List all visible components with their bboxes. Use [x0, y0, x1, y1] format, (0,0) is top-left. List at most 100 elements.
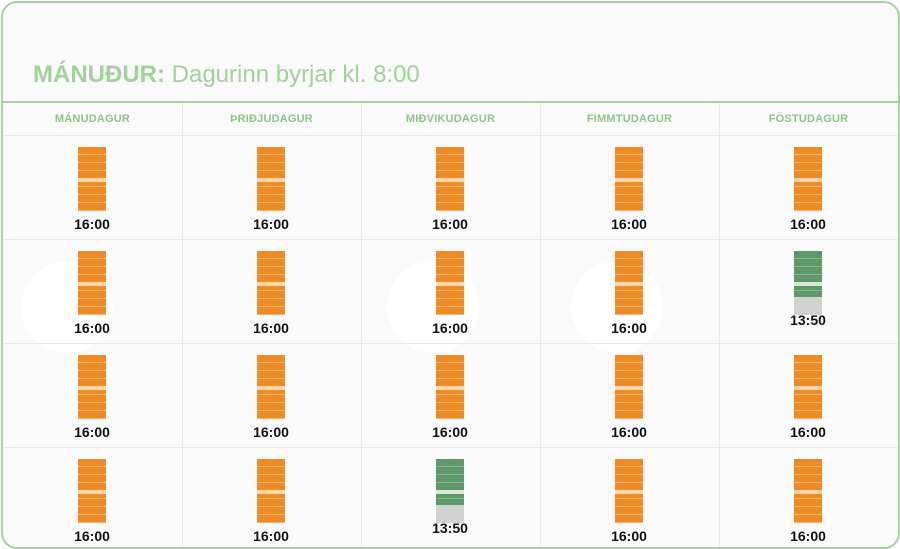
day-cell-week3-monday[interactable]: 16:00	[3, 344, 181, 448]
end-time-label: 16:00	[253, 216, 289, 232]
day-cell-week1-thursday[interactable]: 16:00	[540, 136, 718, 240]
end-time-label: 16:00	[611, 424, 647, 440]
row-divider	[3, 343, 898, 344]
end-time-label: 13:50	[432, 520, 468, 536]
day-cell-week3-thursday[interactable]: 16:00	[540, 344, 718, 448]
day-bar-marker	[615, 386, 643, 390]
day-cell-week4-friday[interactable]: 16:00	[719, 448, 897, 547]
day-bar-marker	[78, 386, 106, 390]
column-divider	[361, 103, 362, 547]
day-start-text: Dagurinn byrjar kl. 8:00	[164, 61, 420, 88]
day-bar-marker	[615, 490, 643, 494]
day-bar-full	[436, 147, 464, 211]
day-bar-partial	[436, 459, 464, 523]
end-time-label: 16:00	[74, 320, 110, 336]
day-bar-marker	[794, 282, 822, 286]
day-bar-full	[794, 459, 822, 523]
day-cell-week1-friday[interactable]: 16:00	[719, 136, 897, 240]
day-bar-full	[257, 459, 285, 523]
end-time-label: 16:00	[253, 528, 289, 544]
day-bar-full	[615, 251, 643, 315]
day-bar-filled-portion	[436, 459, 464, 505]
end-time-label: 16:00	[790, 528, 826, 544]
day-cell-week2-wednesday[interactable]: 16:00	[361, 240, 539, 344]
end-time-label: 16:00	[611, 320, 647, 336]
day-bar-marker	[257, 490, 285, 494]
day-header-monday: MÁNUDAGUR	[54, 113, 131, 125]
schedule-table: MÁNUDAGUR ÞRIÐJUDAGUR MIÐVIKUDAGUR FIMMT…	[3, 103, 898, 547]
day-cell-week4-tuesday[interactable]: 16:00	[182, 448, 360, 547]
day-cell-week3-wednesday[interactable]: 16:00	[361, 344, 539, 448]
day-bar-marker	[794, 386, 822, 390]
day-bar-marker	[615, 178, 643, 182]
day-header-friday: FÖSTUDAGUR	[768, 113, 849, 125]
day-cell-week2-friday[interactable]: 13:50	[719, 240, 897, 344]
day-bar-full	[436, 251, 464, 315]
end-time-label: 16:00	[790, 216, 826, 232]
day-cell-week4-wednesday[interactable]: 13:50	[361, 448, 539, 547]
day-bar-full	[257, 251, 285, 315]
end-time-label: 16:00	[611, 216, 647, 232]
day-bar-marker	[257, 282, 285, 286]
day-bar-filled-portion	[794, 251, 822, 297]
day-bar-marker	[794, 178, 822, 182]
day-cell-week2-tuesday[interactable]: 16:00	[182, 240, 360, 344]
end-time-label: 16:00	[74, 216, 110, 232]
end-time-label: 16:00	[790, 424, 826, 440]
day-bar-full	[257, 147, 285, 211]
day-bar-full	[78, 459, 106, 523]
day-bar-marker	[78, 282, 106, 286]
day-cell-week2-thursday[interactable]: 16:00	[540, 240, 718, 344]
day-bar-marker	[436, 178, 464, 182]
day-bar-marker	[257, 178, 285, 182]
day-bar-full	[78, 355, 106, 419]
row-divider	[3, 135, 898, 136]
day-bar-full	[794, 147, 822, 211]
day-bar-full	[615, 459, 643, 523]
page-title: MÁNUÐUR: Dagurinn byrjar kl. 8:00	[33, 61, 420, 89]
end-time-label: 16:00	[432, 320, 468, 336]
row-divider	[3, 239, 898, 240]
day-bar-full	[794, 355, 822, 419]
day-header-wednesday: MIÐVIKUDAGUR	[405, 113, 496, 125]
column-divider	[182, 103, 183, 547]
day-bar-marker	[78, 490, 106, 494]
end-time-label: 16:00	[74, 424, 110, 440]
day-cell-week2-monday[interactable]: 16:00	[3, 240, 181, 344]
day-bar-full	[436, 355, 464, 419]
end-time-label: 16:00	[253, 320, 289, 336]
day-header-tuesday: ÞRIÐJUDAGUR	[230, 113, 313, 125]
day-cell-week4-monday[interactable]: 16:00	[3, 448, 181, 547]
day-bar-marker	[257, 386, 285, 390]
month-label: MÁNUÐUR:	[33, 61, 165, 88]
day-bar-marker	[436, 282, 464, 286]
day-cell-week3-tuesday[interactable]: 16:00	[182, 344, 360, 448]
day-bar-marker	[436, 490, 464, 494]
day-header-thursday: FIMMTUDAGUR	[586, 113, 673, 125]
day-bar-full	[78, 251, 106, 315]
end-time-label: 16:00	[253, 424, 289, 440]
day-bar-marker	[78, 178, 106, 182]
day-bar-full	[257, 355, 285, 419]
end-time-label: 13:50	[790, 312, 826, 328]
day-bar-marker	[794, 490, 822, 494]
end-time-label: 16:00	[432, 424, 468, 440]
end-time-label: 16:00	[74, 528, 110, 544]
row-divider	[3, 447, 898, 448]
day-bar-marker	[436, 386, 464, 390]
day-bar-marker	[615, 282, 643, 286]
day-bar-partial	[794, 251, 822, 315]
column-divider	[719, 103, 720, 547]
day-bar-empty-portion	[436, 505, 464, 523]
title-divider	[3, 101, 898, 103]
day-cell-week1-monday[interactable]: 16:00	[3, 136, 181, 240]
end-time-label: 16:00	[611, 528, 647, 544]
day-bar-full	[78, 147, 106, 211]
day-cell-week4-thursday[interactable]: 16:00	[540, 448, 718, 547]
column-divider	[540, 103, 541, 547]
day-cell-week1-wednesday[interactable]: 16:00	[361, 136, 539, 240]
day-bar-empty-portion	[794, 297, 822, 315]
day-cell-week1-tuesday[interactable]: 16:00	[182, 136, 360, 240]
day-cell-week3-friday[interactable]: 16:00	[719, 344, 897, 448]
